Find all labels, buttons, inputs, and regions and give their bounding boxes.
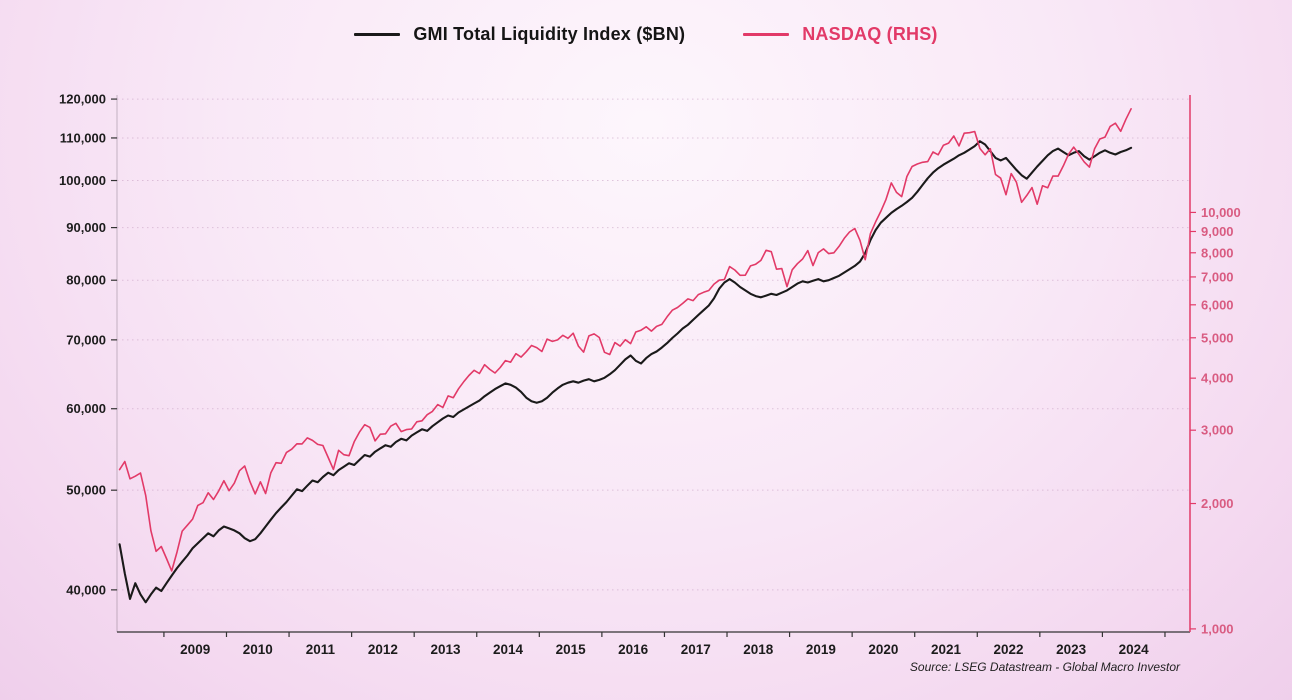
left-axis-tick-label: 90,000 xyxy=(66,220,106,235)
x-axis-year-label: 2021 xyxy=(931,642,962,657)
x-axis-year-label: 2018 xyxy=(743,642,774,657)
right-axis-tick-label: 6,000 xyxy=(1201,297,1234,312)
legend-label-gmi: GMI Total Liquidity Index ($BN) xyxy=(413,24,686,44)
legend-item-gmi: GMI Total Liquidity Index ($BN) xyxy=(354,24,685,45)
right-axis-tick-label: 9,000 xyxy=(1201,224,1234,239)
legend-label-nasdaq: NASDAQ (RHS) xyxy=(802,24,938,44)
x-axis-year-label: 2014 xyxy=(493,642,524,657)
x-axis-year-label: 2022 xyxy=(994,642,1024,657)
right-axis-tick-label: 4,000 xyxy=(1201,371,1234,386)
right-axis-tick-label: 5,000 xyxy=(1201,330,1234,345)
left-axis-tick-label: 120,000 xyxy=(59,92,106,107)
x-axis-year-label: 2017 xyxy=(681,642,711,657)
legend-item-nasdaq: NASDAQ (RHS) xyxy=(743,24,937,45)
left-axis-tick-label: 80,000 xyxy=(66,273,106,288)
x-axis-year-label: 2019 xyxy=(806,642,836,657)
x-axis-year-label: 2012 xyxy=(368,642,398,657)
left-axis-tick-label: 40,000 xyxy=(66,582,106,597)
left-axis-tick-label: 60,000 xyxy=(66,401,106,416)
right-axis-tick-label: 1,000 xyxy=(1201,621,1234,636)
chart-legend: GMI Total Liquidity Index ($BN) NASDAQ (… xyxy=(0,24,1292,45)
left-axis-tick-label: 50,000 xyxy=(66,483,106,498)
x-axis-year-label: 2015 xyxy=(556,642,587,657)
gmi-line-swatch xyxy=(354,33,401,36)
right-axis-tick-label: 10,000 xyxy=(1201,205,1241,220)
right-axis-tick-label: 7,000 xyxy=(1201,269,1234,284)
x-axis-year-label: 2013 xyxy=(430,642,461,657)
right-axis-tick-label: 3,000 xyxy=(1201,423,1234,438)
nasdaq-line-swatch xyxy=(743,33,790,36)
left-axis-tick-label: 100,000 xyxy=(59,173,106,188)
x-axis-year-label: 2023 xyxy=(1056,642,1087,657)
x-axis-year-label: 2024 xyxy=(1119,642,1150,657)
nasdaq-line xyxy=(118,108,1132,572)
x-axis-year-label: 2020 xyxy=(868,642,898,657)
x-axis-year-label: 2010 xyxy=(243,642,273,657)
left-axis-tick-label: 70,000 xyxy=(66,332,106,347)
source-note: Source: LSEG Datastream - Global Macro I… xyxy=(909,660,1180,674)
gmi-liquidity-line xyxy=(118,140,1133,604)
right-axis-tick-label: 8,000 xyxy=(1201,245,1234,260)
x-axis-year-label: 2011 xyxy=(306,642,336,657)
right-axis-tick-label: 2,000 xyxy=(1201,496,1234,511)
left-axis-tick-label: 110,000 xyxy=(60,130,106,145)
x-axis-year-label: 2009 xyxy=(180,642,210,657)
x-axis-year-label: 2016 xyxy=(618,642,649,657)
